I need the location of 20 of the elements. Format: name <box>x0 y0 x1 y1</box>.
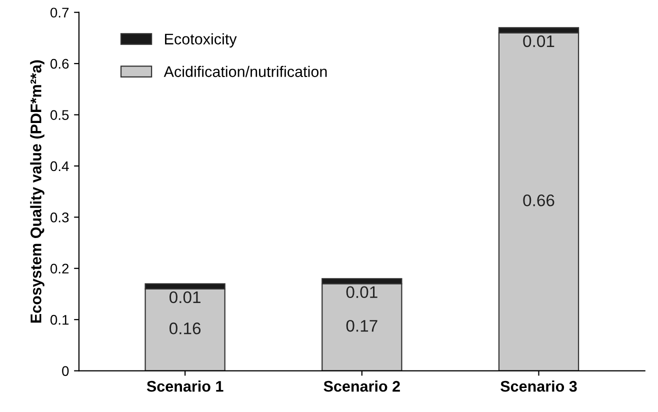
y-tick-label: 0 <box>62 366 69 376</box>
y-tick-label: 0.5 <box>50 110 69 120</box>
y-tick-label: 0.7 <box>50 8 69 18</box>
y-tick-label: 0.6 <box>50 58 69 69</box>
x-tick-label: Scenario 3 <box>500 380 577 392</box>
y-tick-label: 0.1 <box>50 314 69 325</box>
y-tick-label: 0.2 <box>50 264 69 274</box>
data-label: 0.66 <box>523 194 554 206</box>
legend-label: Ecotoxicity <box>165 33 237 48</box>
y-tick-label: 0.3 <box>50 212 69 222</box>
data-label: 0.01 <box>523 35 554 48</box>
y-axis-title: Ecosystem Quality value (PDF*m²*a) <box>30 60 44 323</box>
x-tick-label: Scenario 2 <box>324 380 400 392</box>
legend-label: Acidification/nutrification <box>164 66 327 78</box>
x-tick-label: Scenario 1 <box>146 380 224 392</box>
data-label: 0.01 <box>169 291 200 304</box>
y-tick-label: 0.4 <box>50 161 69 172</box>
data-label: 0.16 <box>169 322 201 334</box>
data-label: 0.01 <box>346 286 378 298</box>
data-label: 0.17 <box>346 320 378 332</box>
